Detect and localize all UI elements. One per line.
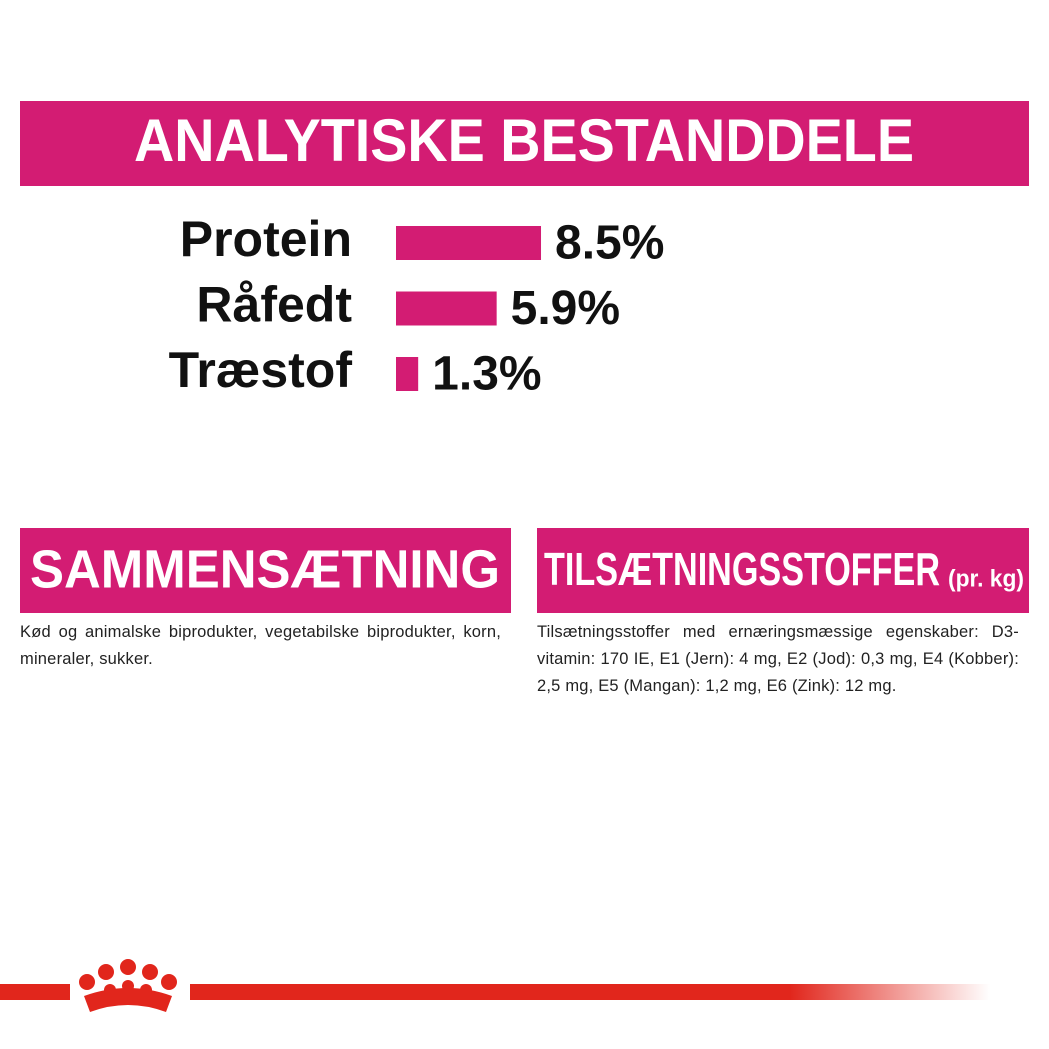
bar [396, 357, 419, 391]
category-label: Protein [180, 211, 352, 267]
additives-band [537, 528, 1029, 613]
additives-title-suffix: (pr. kg) [948, 565, 1024, 592]
category-label: Træstof [169, 342, 353, 398]
header-band [20, 101, 1029, 186]
additives-text: Tilsætningsstoffer med ernæringsmæssige … [537, 623, 1019, 695]
composition-title: SAMMENSÆTNING [30, 539, 500, 599]
value-label: 8.5% [555, 217, 664, 270]
logo [79, 959, 177, 1012]
chart-title: ANALYTISKE BESTANDDELE [134, 107, 914, 174]
bar-chart: Protein 8.5% Råfedt 5.9% Træstof 1.3% [169, 211, 665, 400]
composition-band [20, 528, 511, 613]
brand-line-right [190, 984, 990, 1000]
bar [396, 291, 497, 326]
brand-line-left [0, 984, 70, 1000]
composition-text: Kød og animalske biprodukter, vegetabils… [20, 623, 501, 668]
additives-title: TILSÆTNINGSSTOFFER [544, 543, 940, 595]
value-label: 5.9% [511, 282, 620, 335]
category-label: Råfedt [196, 277, 352, 333]
bar [396, 226, 542, 260]
value-label: 1.3% [432, 348, 541, 401]
